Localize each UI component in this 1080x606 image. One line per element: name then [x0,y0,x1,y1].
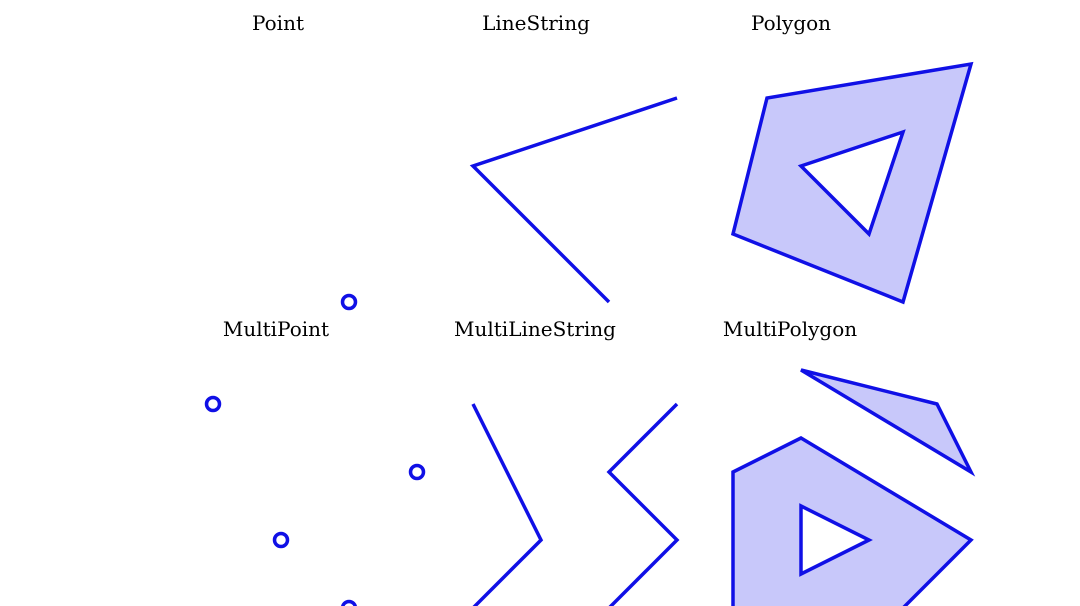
multipolygon-shape-1 [800,368,976,477]
multipoint-marker-4 [340,599,358,606]
multipoint-marker-2 [408,463,426,481]
panel-title-linestring: LineString [482,11,590,35]
multipolygon-shape-2 [731,436,974,606]
panel-point: Point [252,11,358,311]
panel-multipolygon: MultiPolygon [723,317,976,606]
polygon-geometry [730,61,974,305]
panel-linestring: LineString [469,11,678,304]
multilinestring-geometry [471,402,680,606]
polygon-shape [730,61,974,305]
panel-multipoint: MultiPoint [204,317,426,606]
point-geometry [340,293,358,311]
multipoint-marker-3 [272,531,290,549]
linestring-geometry [469,96,678,304]
multipolygon-geometry [731,368,976,606]
panel-title-multipoint: MultiPoint [223,317,329,341]
panel-title-polygon: Polygon [751,11,831,35]
multilinestring-line-1 [471,403,544,606]
panel-title-point: Point [252,11,304,35]
panel-polygon: Polygon [730,11,974,305]
point-marker [340,293,358,311]
multipoint-geometry [204,395,426,606]
panel-title-multilinestring: MultiLineString [454,317,616,341]
linestring-line [469,96,678,304]
panel-multilinestring: MultiLineString [454,317,680,606]
multilinestring-line-2 [606,402,680,606]
panel-title-multipolygon: MultiPolygon [723,317,857,341]
multipoint-marker-1 [204,395,222,413]
